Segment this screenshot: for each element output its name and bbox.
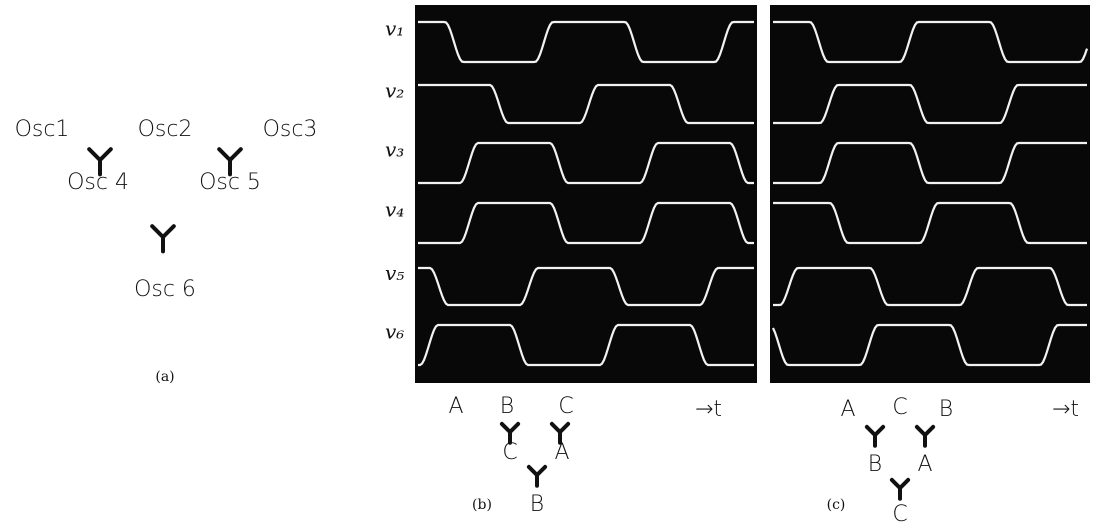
trace [418,141,754,185]
trace [418,266,754,307]
trace [418,201,754,245]
time-label: →t [1052,397,1079,422]
trace-label: v₅ [385,261,404,285]
trace [418,83,754,125]
junction [914,424,936,448]
node-label: Osc 6 [134,277,196,302]
trace-label: v₁ [385,17,404,41]
node-label: Osc1 [15,117,70,142]
junction [499,421,521,445]
trace [773,83,1087,125]
trace [773,141,1087,185]
panel-a: (a) [155,369,174,385]
trace [418,20,754,64]
node-label: B [868,452,882,477]
node-label: A [448,394,463,419]
node-label: A [840,397,855,422]
caption: (b) [472,497,492,513]
junction [549,421,571,445]
node-label: Osc2 [138,117,193,142]
junction [87,147,113,177]
node-label: B [530,492,544,517]
scope-screen [415,5,757,383]
trace [771,323,1087,367]
trace-label: v₂ [385,79,404,103]
trace [773,20,1089,64]
junction [526,464,548,488]
time-label: →t [695,397,722,422]
node-label: B [939,397,953,422]
scope-screen [770,5,1090,383]
trace [418,323,754,367]
trace-label: v₆ [385,320,404,344]
junction [864,424,886,448]
node-label: C [892,502,907,524]
trace [773,266,1087,307]
node-label: C [558,394,573,419]
node-label: A [917,452,932,477]
junction [889,477,911,501]
caption: (c) [827,497,846,513]
node-label: C [502,440,517,465]
trace [773,201,1087,245]
node-label: A [554,440,569,465]
trace-label: v₄ [385,198,404,222]
junction [217,147,243,177]
caption: (a) [155,369,174,385]
junction [150,224,176,254]
node-label: Osc3 [263,117,318,142]
node-label: B [500,394,514,419]
trace-label: v₃ [385,138,404,162]
node-label: C [892,395,907,420]
